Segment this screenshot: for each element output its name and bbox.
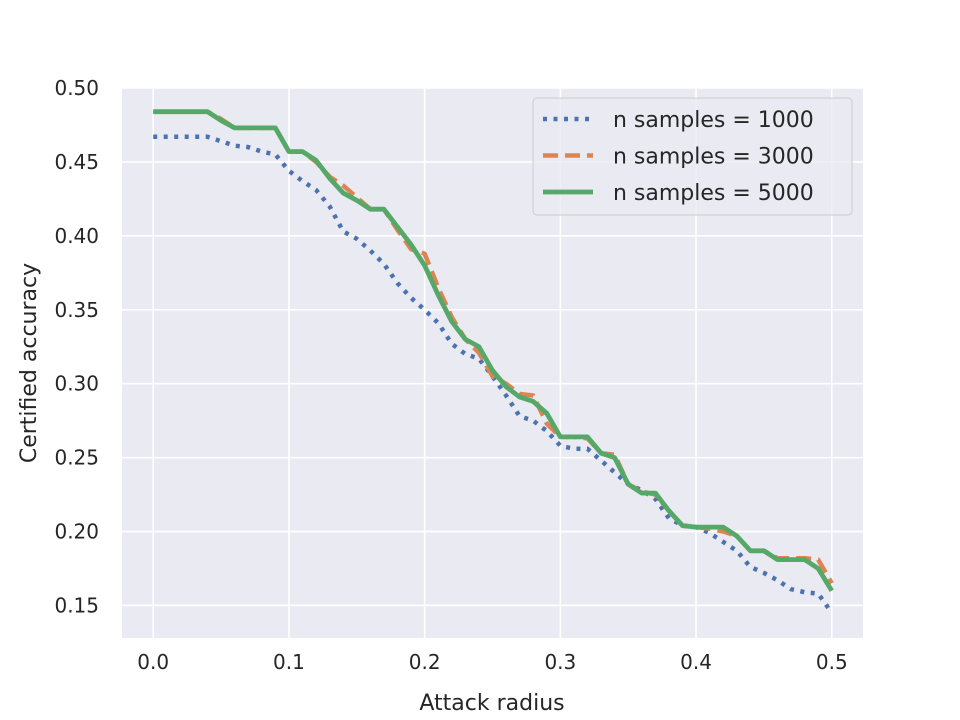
y-tick-label: 0.40 [54,224,99,248]
y-tick-label: 0.50 [54,76,99,100]
y-tick-label: 0.20 [54,520,99,544]
legend-label-1: n samples = 1000 [613,108,814,133]
x-tick-label: 0.1 [273,650,305,674]
legend-label-2: n samples = 3000 [613,145,814,170]
y-tick-label: 0.15 [54,593,99,617]
x-ticks: 0.0 0.1 0.2 0.3 0.4 0.5 [137,650,847,674]
x-tick-label: 0.2 [409,650,441,674]
grid [122,87,863,638]
series-lines [153,109,834,615]
x-tick-label: 0.5 [816,650,848,674]
x-tick-label: 0.0 [137,650,169,674]
y-ticks: 0.15 0.20 0.25 0.30 0.35 0.40 0.45 0.50 [54,76,99,617]
legend-label-3: n samples = 5000 [613,181,814,206]
x-tick-label: 0.4 [680,650,712,674]
y-tick-label: 0.35 [54,298,99,322]
x-tick-label: 0.3 [544,650,576,674]
legend: n samples = 1000 n samples = 3000 n sample… [532,97,853,216]
y-tick-label: 0.30 [54,372,99,396]
y-axis-label: Certified accuracy [17,263,42,463]
y-tick-label: 0.45 [54,150,99,174]
x-axis-label: Attack radius [419,691,564,716]
legend-box [532,97,853,216]
y-tick-label: 0.25 [54,446,99,470]
series-line-3 [153,109,834,592]
